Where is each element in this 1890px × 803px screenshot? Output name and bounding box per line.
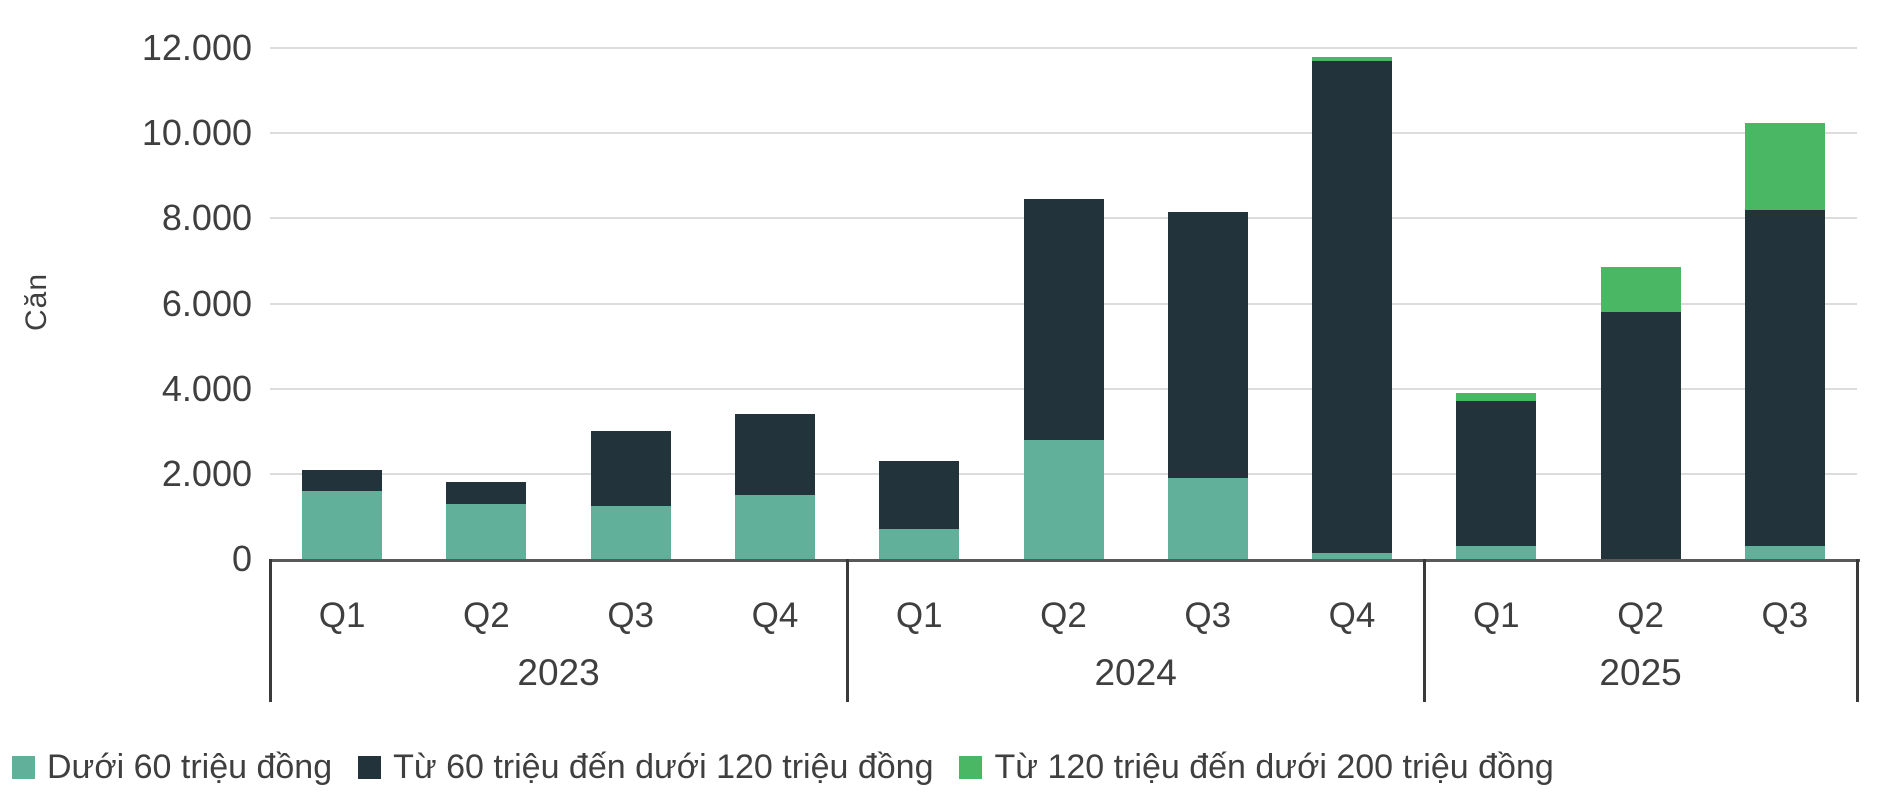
stacked-bar-Q4-2024 [1312, 56, 1393, 559]
legend-swatch-icon [12, 755, 35, 779]
bar-segment-series2 [1456, 401, 1537, 547]
bar-segment-series1 [1456, 546, 1537, 559]
stacked-bar-Q3-2025 [1744, 122, 1825, 559]
stacked-bar-Q1-2024 [879, 461, 960, 559]
year-group-separator [846, 559, 850, 702]
bar-segment-series1 [1744, 546, 1825, 559]
bar-segment-series1 [590, 505, 671, 559]
quarter-label: Q1 [895, 596, 943, 635]
legend-item-1: Dưới 60 triệu đồng [12, 748, 332, 787]
bar-segment-series3 [1600, 267, 1681, 313]
stacked-bar-Q2-2025 [1600, 267, 1681, 559]
bar-segment-series2 [1744, 209, 1825, 547]
x-axis-baseline [270, 559, 1860, 562]
quarter-label: Q3 [607, 596, 655, 635]
legend-label: Dưới 60 triệu đồng [47, 747, 333, 786]
bar-segment-series3 [1744, 122, 1825, 210]
y-tick-label: 6.000 [161, 282, 252, 324]
y-axis-title: Căn [20, 272, 54, 332]
stacked-bar-Q2-2023 [446, 482, 527, 559]
bar-segment-series2 [1167, 211, 1248, 479]
bar-segment-series3 [1456, 392, 1537, 402]
legend-label: Từ 120 triệu đến dưới 200 triệu đồng [994, 747, 1554, 786]
stacked-bar-Q3-2023 [590, 431, 671, 559]
quarter-label: Q1 [1472, 596, 1520, 635]
bar-segment-series1 [879, 529, 960, 559]
bar-segment-series2 [302, 469, 383, 491]
year-group-separator [269, 559, 272, 702]
quarter-label: Q4 [751, 596, 799, 635]
y-tick-label: 4.000 [161, 367, 252, 409]
legend-item-2: Từ 60 triệu đến dưới 120 triệu đồng [358, 748, 933, 787]
year-group-separator [1856, 559, 1859, 702]
legend: Dưới 60 triệu đồng Từ 60 triệu đến dưới 1… [12, 739, 1882, 795]
stacked-bar-Q1-2023 [302, 469, 383, 559]
quarter-label: Q2 [463, 596, 510, 635]
bar-segment-series2 [446, 482, 527, 504]
bar-segment-series2 [1023, 199, 1104, 440]
year-label: 2023 [517, 652, 600, 693]
legend-swatch-icon [358, 755, 382, 779]
quarter-label: Q3 [1184, 596, 1232, 635]
y-tick-label: 0 [231, 538, 252, 579]
gridline-10000 [270, 132, 1857, 135]
quarter-label: Q2 [1040, 596, 1087, 635]
bar-segment-series2 [1600, 312, 1681, 559]
y-tick-label: 2.000 [161, 452, 252, 494]
quarter-label: Q4 [1328, 596, 1376, 635]
bar-segment-series2 [734, 414, 815, 496]
stacked-bar-Q2-2024 [1023, 199, 1104, 559]
bar-segment-series2 [879, 461, 960, 530]
bar-segment-series3 [1312, 56, 1393, 61]
year-label: 2024 [1094, 652, 1177, 693]
quarter-label: Q1 [318, 596, 366, 635]
bar-segment-series1 [302, 490, 383, 559]
bar-segment-series2 [1312, 60, 1393, 553]
legend-item-3: Từ 120 triệu đến dưới 200 triệu đồng [959, 747, 1554, 787]
quarter-label: Q3 [1761, 596, 1809, 635]
legend-swatch-icon [959, 755, 983, 779]
bar-segment-series2 [590, 431, 671, 506]
year-group-separator [1423, 559, 1427, 702]
gridline-12000 [270, 47, 1857, 49]
year-label: 2025 [1599, 652, 1682, 693]
bar-segment-series1 [446, 503, 527, 559]
bar-segment-series1 [1023, 439, 1104, 559]
y-tick-label: 12.000 [141, 27, 252, 68]
stacked-bar-Q1-2025 [1456, 392, 1537, 559]
quarter-label: Q2 [1617, 596, 1664, 635]
stacked-bar-Q3-2024 [1167, 211, 1248, 559]
bar-segment-series1 [734, 495, 815, 559]
y-tick-label: 10.000 [141, 112, 252, 154]
legend-label: Từ 60 triệu đến dưới 120 triệu đồng [393, 747, 934, 786]
bar-segment-series1 [1167, 478, 1248, 559]
y-tick-label: 8.000 [161, 197, 252, 239]
bar-segment-series1 [1312, 552, 1393, 559]
stacked-bar-Q4-2023 [734, 414, 815, 559]
